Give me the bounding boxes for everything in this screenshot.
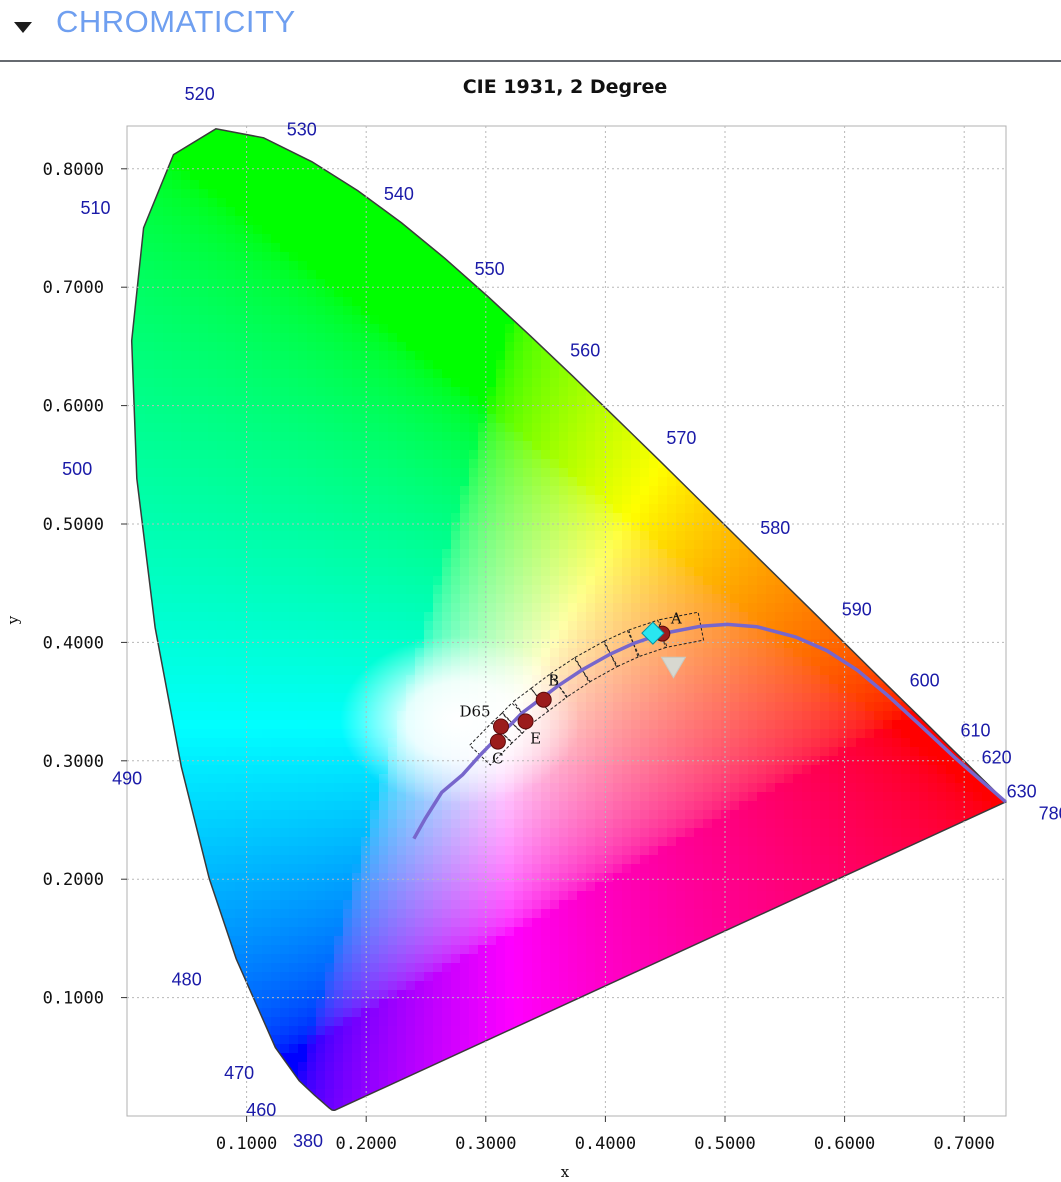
reference-point-label: C [492, 750, 503, 768]
spectral-locus-outline [130, 128, 1008, 1112]
x-tick-label: 0.6000 [814, 1134, 875, 1154]
reference-point-marker[interactable] [535, 691, 552, 708]
wavelength-label: 620 [982, 747, 1012, 767]
y-tick-label: 0.8000 [43, 160, 104, 180]
reference-point-label: D65 [459, 703, 490, 721]
y-tick-label: 0.1000 [43, 989, 104, 1009]
wavelength-label: 480 [172, 970, 202, 990]
y-tick-label: 0.2000 [43, 870, 104, 890]
wavelength-label: 630 [1007, 782, 1037, 802]
wavelength-label: 490 [112, 769, 142, 789]
wavelength-label: 570 [666, 428, 696, 448]
triangle-down-icon[interactable] [14, 22, 32, 33]
x-tick-label: 0.3000 [455, 1134, 516, 1154]
wavelength-label: 460 [246, 1100, 276, 1120]
wavelength-label: 610 [960, 721, 990, 741]
wavelength-label: 780 [1039, 803, 1061, 823]
y-tick-label: 0.6000 [43, 397, 104, 417]
y-tick-label: 0.3000 [43, 752, 104, 772]
reference-point-label: E [530, 729, 541, 747]
measured-point[interactable] [641, 621, 665, 645]
reference-point-label: A [670, 610, 682, 628]
planckian-locus-line [412, 622, 1007, 840]
wavelength-label: 540 [384, 184, 414, 204]
wavelength-label: 520 [185, 84, 215, 104]
y-tick-label: 0.4000 [43, 633, 104, 653]
wavelength-label: 550 [475, 259, 505, 279]
grid-lines [127, 126, 1006, 1116]
triangle-down-marker [660, 656, 687, 679]
y-tick-label: 0.5000 [43, 515, 104, 535]
y-axis-label: y [4, 615, 22, 625]
wavelength-labels: 380 460 470 480 490 500 510 520 530 540 550 560 570 5… [62, 84, 1061, 1151]
wavelength-label: 500 [62, 459, 92, 479]
wavelength-label: 470 [224, 1063, 254, 1083]
x-axis-label: x [561, 1163, 570, 1181]
x-tick-label: 0.7000 [933, 1134, 994, 1154]
isotemperature-cell [491, 712, 523, 744]
chart-title: CIE 1931, 2 Degree [463, 76, 668, 98]
wavelength-label: 600 [910, 670, 940, 690]
reference-point-marker[interactable] [517, 713, 534, 730]
wavelength-label: 590 [842, 599, 872, 619]
isotemperature-cell [628, 619, 668, 658]
y-axis-ticks: 0.1000 0.2000 0.3000 0.4000 0.5000 0.6000 0.70… [43, 160, 127, 1009]
secondary-marker [660, 656, 687, 679]
reference-point-marker[interactable] [493, 718, 509, 735]
reference-point-marker[interactable] [489, 733, 506, 750]
isotemperature-cell [468, 722, 514, 766]
measured-diamond-marker[interactable] [641, 621, 665, 645]
isotemperature-cell [603, 629, 641, 668]
reference-point-label: B [548, 672, 559, 690]
wavelength-label: 560 [570, 340, 600, 360]
x-axis-ticks: 0.1000 0.2000 0.3000 0.4000 0.5000 0.6000 0.70… [216, 1116, 995, 1154]
x-tick-label: 0.2000 [335, 1134, 396, 1154]
y-tick-label: 0.7000 [43, 278, 104, 298]
section-title: CHROMATICITY [56, 4, 296, 39]
wavelength-label: 380 [293, 1131, 323, 1151]
x-tick-label: 0.1000 [216, 1134, 277, 1154]
x-tick-label: 0.4000 [575, 1134, 636, 1154]
x-tick-label: 0.5000 [694, 1134, 755, 1154]
section-header[interactable]: CHROMATICITY [0, 0, 1061, 62]
wavelength-label: 510 [80, 198, 110, 218]
wavelength-label: 530 [287, 120, 317, 140]
wavelength-label: 580 [760, 518, 790, 538]
